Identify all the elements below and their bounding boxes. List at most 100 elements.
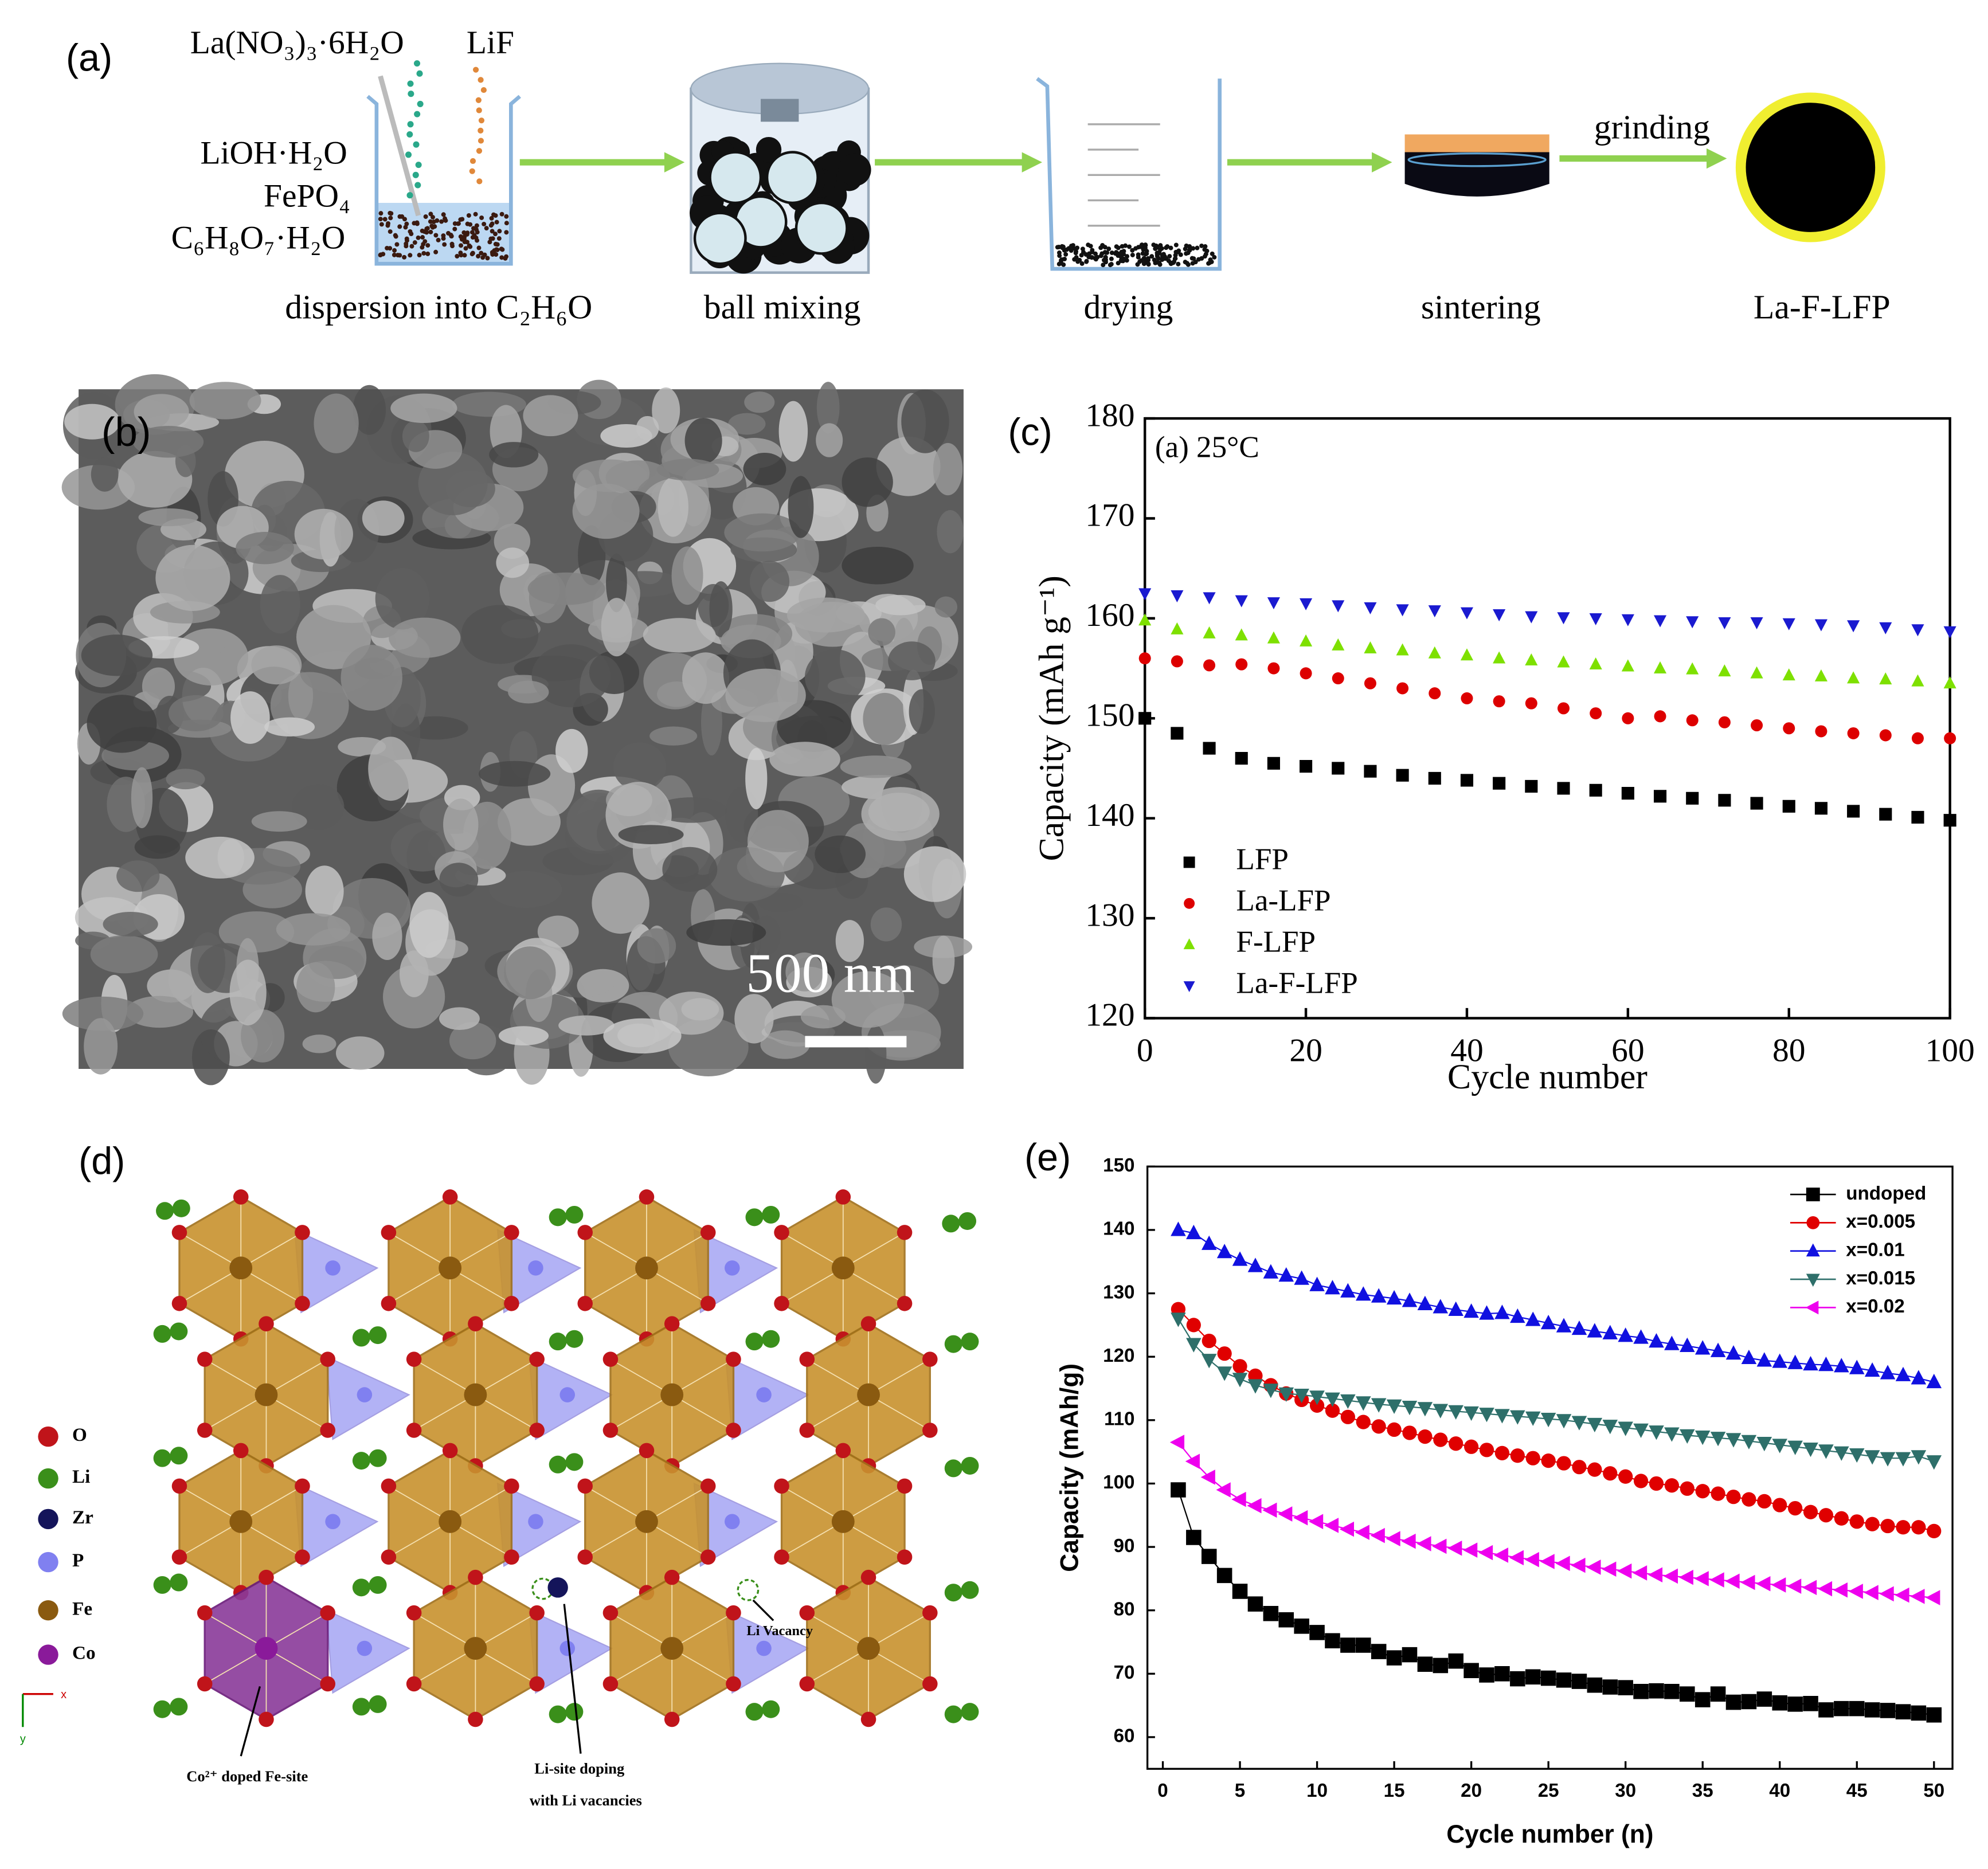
marker <box>1263 1384 1279 1398</box>
atom-o <box>406 1676 422 1692</box>
powder <box>1063 252 1069 257</box>
atom-o <box>406 1605 422 1621</box>
marker <box>1429 687 1441 700</box>
powder <box>465 221 470 226</box>
legend-label: P <box>72 1550 84 1571</box>
powder <box>504 230 509 235</box>
powder <box>1099 251 1105 256</box>
annotation: Co²⁺ doped Fe-site <box>186 1768 308 1785</box>
particle <box>439 1007 480 1030</box>
atom-fe <box>439 1510 462 1533</box>
bond <box>585 1486 647 1522</box>
atom-o <box>295 1296 310 1311</box>
particle <box>788 476 814 538</box>
marker <box>1556 1414 1572 1429</box>
marker <box>1396 604 1409 617</box>
marker <box>1618 1421 1633 1436</box>
atom-li <box>762 1700 780 1718</box>
bond <box>868 1612 930 1649</box>
powder <box>388 229 393 234</box>
atom-li <box>762 1330 780 1348</box>
legend-marker <box>1806 1243 1820 1257</box>
particle <box>749 561 790 602</box>
atom-li <box>565 1205 584 1224</box>
legend-label: undoped <box>1846 1183 1926 1204</box>
legend-label: x=0.02 <box>1846 1296 1904 1317</box>
marker <box>1386 1531 1400 1546</box>
powder <box>388 215 393 221</box>
falling-particle <box>469 168 475 174</box>
x-tick-label: 100 <box>1926 1033 1975 1069</box>
marker <box>1803 1355 1818 1371</box>
particle <box>449 1022 496 1060</box>
marker <box>1396 769 1409 782</box>
powder <box>1093 257 1098 262</box>
marker <box>1428 771 1441 785</box>
powder <box>405 238 409 243</box>
marker <box>1371 1288 1387 1303</box>
legend-marker <box>1806 1188 1820 1201</box>
marker <box>1332 672 1344 685</box>
marker <box>1525 697 1537 710</box>
powder <box>1055 245 1060 250</box>
series-line <box>1178 1229 1935 1383</box>
powder <box>462 240 467 245</box>
atom-o <box>860 1316 876 1331</box>
marker <box>1895 1366 1911 1381</box>
product-particle <box>1735 92 1885 242</box>
beaker <box>1036 77 1222 271</box>
marker <box>1231 1491 1246 1507</box>
marker <box>1540 1412 1556 1428</box>
marker <box>1232 1251 1248 1266</box>
particle <box>658 477 688 537</box>
crucible-rim <box>1407 152 1547 167</box>
bond <box>388 1232 451 1269</box>
powder <box>1075 259 1081 264</box>
powder <box>1184 243 1189 248</box>
powder <box>414 221 420 226</box>
marker <box>1782 618 1795 630</box>
powder <box>416 235 421 240</box>
marker <box>1742 1492 1756 1507</box>
marker <box>1802 1580 1817 1596</box>
particle <box>305 865 344 917</box>
powder <box>459 243 463 248</box>
powder <box>1090 249 1095 254</box>
atom-li <box>942 1214 960 1233</box>
atom-li <box>944 1584 962 1602</box>
falling-particle <box>478 77 484 83</box>
powder <box>492 248 497 253</box>
particle <box>613 742 667 792</box>
marker <box>1396 643 1409 656</box>
marker <box>1325 1280 1340 1295</box>
marker <box>1782 800 1795 813</box>
legend-marker <box>1183 938 1195 950</box>
particle <box>409 892 449 958</box>
axis-label: x <box>61 1688 66 1701</box>
powder <box>473 211 478 217</box>
powder <box>484 226 489 231</box>
marker <box>1686 714 1699 727</box>
atom-li <box>565 1453 584 1471</box>
falling-particle <box>405 151 412 158</box>
falling-particle <box>408 91 414 97</box>
legend-marker <box>1806 1274 1820 1287</box>
atom-o <box>468 1316 483 1331</box>
particle <box>353 385 386 435</box>
powder <box>474 227 479 232</box>
annotation: Li-site doping <box>534 1760 624 1777</box>
marker <box>1694 1571 1709 1586</box>
atom-li <box>369 1695 387 1713</box>
atom-o <box>922 1423 938 1438</box>
marker <box>1325 1392 1340 1407</box>
marker <box>1171 1221 1186 1236</box>
bond <box>610 1612 672 1649</box>
marker <box>1787 1354 1803 1369</box>
falling-particle <box>406 192 413 199</box>
marker <box>1428 646 1441 659</box>
grinding-ball <box>693 211 747 265</box>
marker <box>1633 1423 1649 1439</box>
step-label: La-F-LFP <box>1754 288 1891 326</box>
marker <box>1633 1474 1649 1488</box>
marker <box>1278 1506 1293 1522</box>
